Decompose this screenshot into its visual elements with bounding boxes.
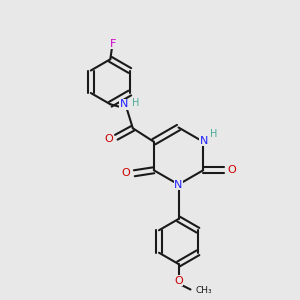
Text: N: N (120, 99, 128, 109)
Text: O: O (174, 275, 183, 286)
Text: N: N (200, 136, 208, 146)
Text: O: O (227, 165, 236, 175)
Text: H: H (131, 98, 139, 108)
Text: H: H (210, 129, 218, 139)
Text: O: O (122, 168, 130, 178)
Text: CH₃: CH₃ (195, 286, 211, 295)
Text: N: N (174, 179, 183, 190)
Text: F: F (110, 39, 116, 49)
Text: O: O (104, 134, 113, 144)
